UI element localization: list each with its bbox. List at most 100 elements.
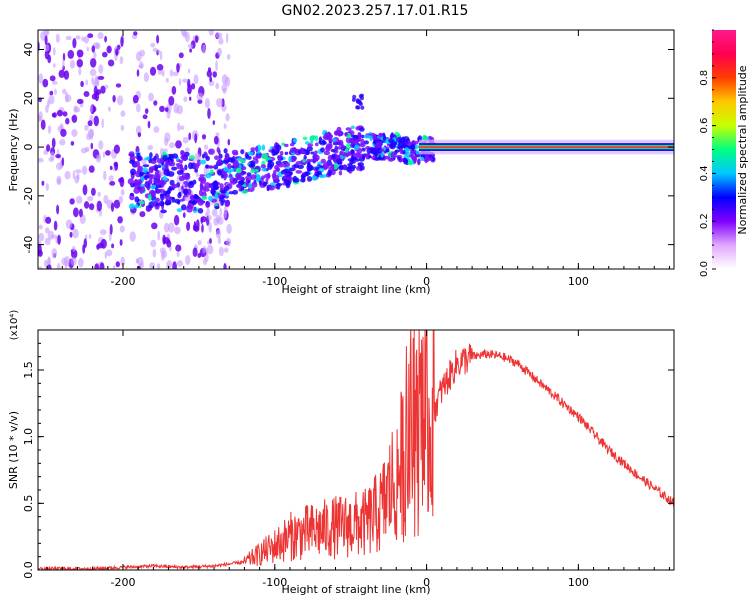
- noise-blob: [189, 96, 192, 101]
- signal-blob: [385, 148, 390, 153]
- signal-blob: [228, 191, 234, 195]
- noise-blob: [113, 161, 118, 167]
- noise-blob: [147, 145, 154, 151]
- noise-blob: [73, 207, 79, 218]
- signal-blob: [240, 149, 245, 155]
- noise-blob: [168, 222, 175, 233]
- signal-blob: [177, 200, 181, 205]
- noise-blob: [44, 237, 51, 246]
- signal-blob: [421, 134, 428, 142]
- signal-blob: [156, 184, 162, 188]
- noise-blob: [119, 225, 125, 233]
- noise-blob: [195, 153, 200, 159]
- noise-blob: [56, 262, 61, 269]
- noise-blob: [38, 266, 43, 269]
- noise-blob: [178, 78, 182, 86]
- signal-blob: [206, 201, 211, 208]
- signal-blob: [193, 206, 197, 211]
- signal-blob: [166, 189, 171, 195]
- signal-blob: [302, 159, 306, 163]
- signal-blob: [265, 178, 269, 182]
- noise-blob: [72, 228, 79, 239]
- signal-blob: [181, 172, 188, 180]
- noise-blob: [52, 112, 57, 118]
- noise-blob: [156, 34, 160, 44]
- signal-blob: [360, 105, 365, 110]
- noise-blob: [156, 64, 164, 71]
- noise-blob: [99, 229, 107, 236]
- noise-blob: [213, 135, 219, 145]
- signal-blob: [260, 164, 267, 169]
- noise-blob: [60, 123, 64, 131]
- noise-blob: [150, 42, 156, 48]
- noise-blob: [108, 106, 111, 112]
- noise-blob: [62, 111, 68, 117]
- noise-blob: [118, 195, 124, 204]
- signal-blob: [237, 180, 244, 185]
- signal-blob: [345, 127, 352, 131]
- noise-blob: [173, 214, 180, 226]
- signal-blob: [358, 100, 362, 105]
- signal-blob: [344, 148, 349, 153]
- signal-blob: [327, 169, 332, 177]
- signal-blob: [171, 153, 179, 159]
- noise-blob: [56, 204, 60, 215]
- signal-blob: [338, 170, 343, 176]
- signal-blob: [197, 208, 204, 214]
- noise-blob: [139, 49, 145, 57]
- noise-blob: [62, 88, 67, 95]
- snr-ylabel: SNR (10 * v/v): [7, 411, 20, 489]
- signal-blob: [164, 162, 169, 170]
- signal-blob: [199, 174, 205, 178]
- noise-blob: [88, 203, 95, 211]
- signal-blob: [247, 151, 254, 156]
- noise-blob: [38, 157, 44, 163]
- snr-scale-label: (x10⁴): [9, 310, 20, 341]
- signal-blob: [261, 153, 268, 160]
- noise-blob: [193, 221, 197, 230]
- noise-blob: [136, 69, 140, 77]
- noise-blob: [174, 226, 181, 235]
- signal-blob: [151, 165, 156, 170]
- signal-blob: [354, 144, 360, 151]
- noise-blob: [51, 248, 58, 259]
- noise-blob: [45, 227, 50, 234]
- signal-blob: [129, 159, 136, 165]
- signal-blob: [378, 132, 383, 138]
- signal-blob: [275, 144, 282, 151]
- signal-blob: [179, 159, 183, 164]
- signal-blob: [187, 181, 195, 189]
- noise-blob: [106, 249, 113, 257]
- noise-blob: [223, 263, 227, 269]
- noise-blob: [201, 134, 207, 140]
- noise-blob: [206, 207, 210, 217]
- signal-blob: [290, 147, 295, 153]
- signal-blob: [277, 155, 282, 160]
- noise-blob: [50, 234, 58, 239]
- signal-blob: [286, 176, 294, 181]
- noise-blob: [104, 84, 109, 89]
- colorbar-label: Normalized spectral amplitude: [736, 65, 749, 234]
- noise-blob: [40, 119, 46, 130]
- noise-blob: [182, 78, 189, 83]
- signal-blob: [293, 149, 299, 154]
- noise-blob: [93, 51, 97, 59]
- noise-blob: [218, 37, 224, 45]
- signal-blob: [410, 149, 417, 155]
- signal-blob: [213, 164, 219, 170]
- noise-blob: [216, 98, 223, 108]
- noise-blob: [119, 56, 124, 65]
- noise-blob: [133, 31, 138, 36]
- noise-blob: [157, 49, 161, 55]
- noise-blob: [63, 70, 70, 80]
- noise-blob: [44, 259, 48, 268]
- noise-blob: [54, 88, 57, 96]
- signal-blob: [175, 163, 181, 167]
- signal-blob: [222, 159, 229, 164]
- noise-blob: [187, 84, 192, 95]
- noise-blob: [38, 232, 45, 242]
- x-tick-label: 0: [423, 576, 430, 589]
- noise-blob: [47, 125, 52, 134]
- x-tick-label: -200: [111, 275, 136, 288]
